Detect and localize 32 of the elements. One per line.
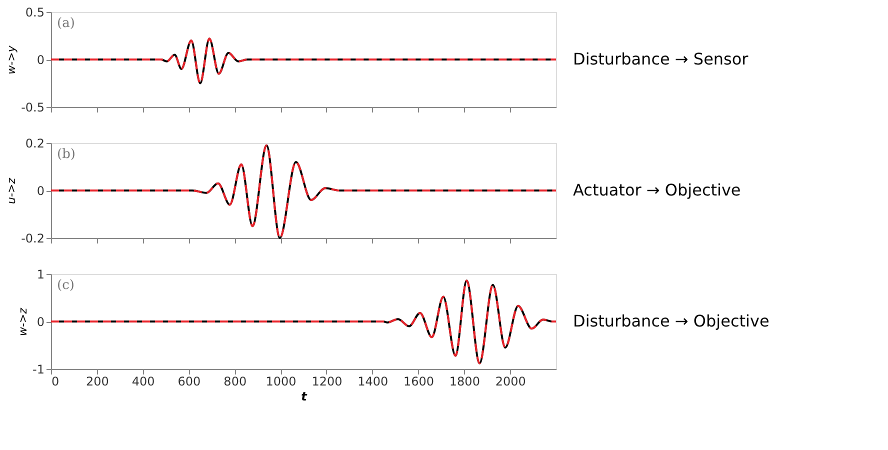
x-tick-label: 1800 [449, 374, 480, 388]
x-tick-label: 1600 [404, 374, 434, 388]
y-tick-label: 0 [36, 315, 44, 329]
y-tick-label: 1 [36, 268, 44, 282]
line-series [50, 280, 557, 364]
y-axis-title: w->z [16, 308, 30, 336]
line-series [50, 38, 557, 84]
y-tick-label: -0.2 [21, 232, 44, 246]
x-tick-label: 2000 [495, 374, 526, 388]
text: Actuator → Objective [573, 180, 741, 200]
y-axis-title: w->y [5, 45, 18, 74]
y-tick-label: -0.5 [21, 100, 44, 114]
text: Disturbance → Sensor [573, 50, 749, 68]
x-tick-label: 0 [52, 374, 60, 388]
x-tick-label: 200 [86, 374, 109, 388]
y-tick-label: 0 [36, 184, 44, 198]
x-tick-label: 1000 [266, 374, 296, 388]
y-tick-label: -1 [32, 362, 44, 376]
x-tick-label: 800 [224, 374, 247, 388]
annotation: (c) [57, 278, 74, 293]
y-axis-title: u->z [5, 178, 18, 204]
x-tick-label: 400 [132, 374, 155, 388]
x-tick-label: 1400 [358, 374, 388, 388]
y-tick-label: 0.5 [25, 6, 44, 20]
annotation: (a) [57, 16, 75, 31]
y-tick-label: 0.2 [25, 136, 44, 150]
y-tick-label: 0 [36, 53, 44, 67]
x-axis-title: t [301, 390, 308, 404]
text: Disturbance → Objective [573, 312, 770, 330]
annotation: (b) [57, 147, 76, 162]
x-tick-label: 600 [178, 374, 201, 388]
x-tick-label: 1200 [312, 374, 342, 388]
